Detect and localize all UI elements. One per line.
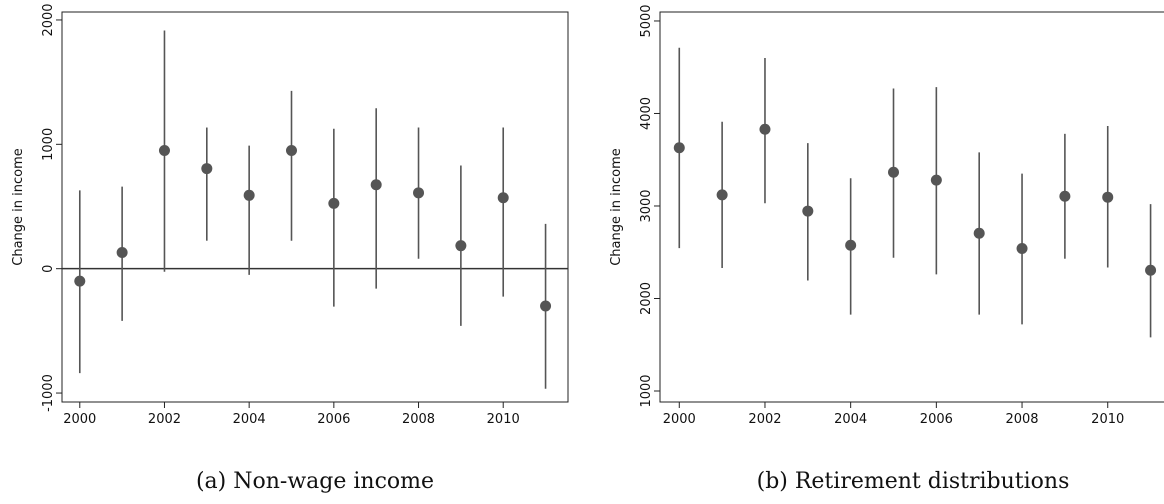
x-tick-label: 2006 — [317, 412, 350, 427]
x-tick-label: 2004 — [233, 412, 266, 427]
x-tick-label: 2006 — [920, 412, 953, 427]
point — [413, 187, 425, 199]
x-tick-label: 2000 — [63, 412, 96, 427]
point — [116, 247, 128, 259]
point — [673, 142, 685, 154]
point — [1102, 191, 1114, 203]
point — [802, 205, 814, 217]
plot-frame — [61, 11, 569, 403]
point — [930, 174, 942, 186]
point — [1059, 190, 1071, 202]
point — [497, 192, 509, 204]
x-tick-label: 2000 — [663, 412, 696, 427]
y-tick-label: 5000 — [639, 4, 654, 37]
point — [845, 239, 857, 251]
point — [74, 275, 86, 287]
point — [201, 163, 213, 175]
point — [328, 197, 340, 209]
point — [285, 145, 297, 157]
caption: (a) Non-wage income — [196, 469, 434, 494]
y-tick-label: 3000 — [639, 189, 654, 222]
y-axis-label: Change in income — [609, 148, 624, 266]
x-tick-label: 2004 — [834, 412, 867, 427]
point — [973, 227, 985, 239]
point — [1145, 264, 1157, 276]
point — [243, 189, 255, 201]
y-tick-label: 0 — [41, 265, 56, 273]
point — [759, 123, 771, 135]
y-tick-label: 1000 — [41, 128, 56, 161]
plot-frame — [659, 11, 1164, 403]
x-tick-label: 2010 — [487, 412, 520, 427]
point — [455, 240, 467, 252]
point — [716, 189, 728, 201]
x-tick-label: 2002 — [148, 412, 181, 427]
point — [888, 166, 900, 178]
point — [158, 145, 170, 157]
x-tick-label: 2008 — [1005, 412, 1038, 427]
y-axis-label: Change in income — [11, 148, 26, 266]
y-tick-label: 4000 — [639, 97, 654, 130]
y-tick-label: 2000 — [41, 3, 56, 36]
caption: (b) Retirement distributions — [757, 469, 1070, 494]
x-tick-label: 2010 — [1091, 412, 1124, 427]
x-tick-label: 2002 — [748, 412, 781, 427]
point — [1016, 243, 1028, 255]
y-tick-label: -1000 — [41, 374, 56, 412]
x-tick-label: 2008 — [402, 412, 435, 427]
y-tick-label: 2000 — [639, 282, 654, 315]
point — [540, 300, 552, 312]
point — [370, 179, 382, 191]
y-tick-label: 1000 — [639, 374, 654, 407]
